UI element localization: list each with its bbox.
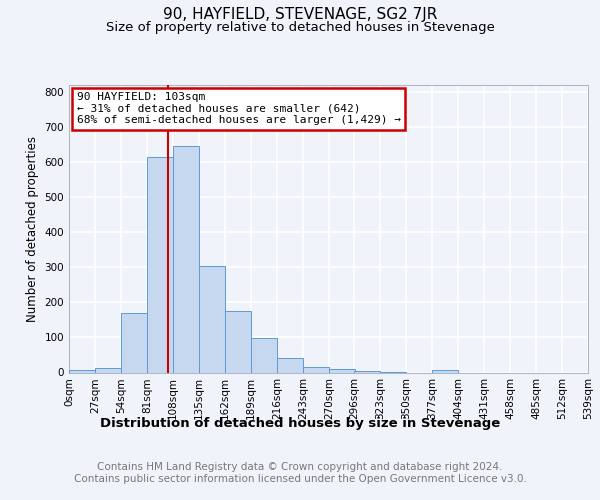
Bar bbox=[147, 157, 173, 372]
Bar bbox=[69, 370, 95, 372]
Text: Size of property relative to detached houses in Stevenage: Size of property relative to detached ho… bbox=[106, 21, 494, 34]
Bar bbox=[199, 266, 225, 372]
Text: 90, HAYFIELD, STEVENAGE, SG2 7JR: 90, HAYFIELD, STEVENAGE, SG2 7JR bbox=[163, 8, 437, 22]
Bar bbox=[251, 338, 277, 372]
Bar bbox=[173, 146, 199, 372]
Text: 90 HAYFIELD: 103sqm
← 31% of detached houses are smaller (642)
68% of semi-detac: 90 HAYFIELD: 103sqm ← 31% of detached ho… bbox=[77, 92, 401, 125]
Text: Contains HM Land Registry data © Crown copyright and database right 2024.
Contai: Contains HM Land Registry data © Crown c… bbox=[74, 462, 526, 484]
Bar bbox=[354, 370, 380, 372]
Bar bbox=[225, 311, 251, 372]
Bar bbox=[277, 358, 303, 372]
Bar bbox=[121, 313, 147, 372]
Bar bbox=[329, 369, 355, 372]
Bar bbox=[303, 367, 329, 372]
Bar bbox=[432, 370, 458, 372]
Text: Distribution of detached houses by size in Stevenage: Distribution of detached houses by size … bbox=[100, 418, 500, 430]
Y-axis label: Number of detached properties: Number of detached properties bbox=[26, 136, 39, 322]
Bar bbox=[95, 368, 121, 372]
